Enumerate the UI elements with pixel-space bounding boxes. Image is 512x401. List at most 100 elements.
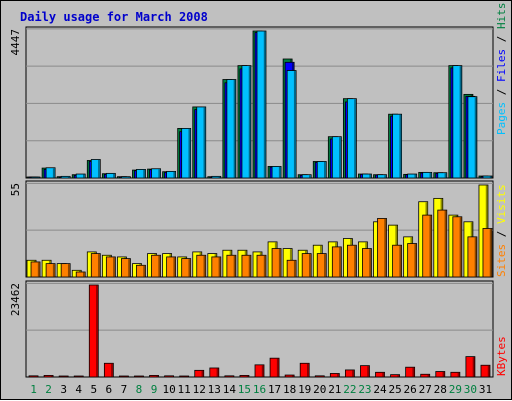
bar-pages-day-5 xyxy=(91,159,100,178)
bar-kbytes-day-16 xyxy=(255,365,264,377)
day-label-5: 5 xyxy=(90,383,97,396)
bar-kbytes-day-8 xyxy=(134,376,143,377)
bar-sites-day-24 xyxy=(378,218,387,277)
bar-kbytes-day-13 xyxy=(210,368,219,377)
bar-kbytes-day-31 xyxy=(481,365,490,377)
bar-pages-day-20 xyxy=(317,161,326,178)
chart-panels: 4447 55 23462 xyxy=(9,27,493,377)
day-label-3: 3 xyxy=(60,383,67,396)
legend-visitors: Sites / Visits xyxy=(495,184,508,277)
bar-kbytes-day-18 xyxy=(285,375,294,377)
bar-pages-day-21 xyxy=(332,137,341,178)
legend-separator: / xyxy=(495,82,508,102)
day-label-29: 29 xyxy=(449,383,462,396)
bar-sites-day-19 xyxy=(302,254,311,277)
bar-pages-day-27 xyxy=(423,172,432,178)
day-label-28: 28 xyxy=(434,383,447,396)
panel-usage: 4447 xyxy=(9,27,493,178)
bar-sites-day-25 xyxy=(393,245,402,277)
bar-sites-day-29 xyxy=(453,217,462,277)
day-label-10: 10 xyxy=(162,383,175,396)
bar-pages-day-10 xyxy=(167,171,176,178)
bar-kbytes-day-22 xyxy=(345,370,354,377)
day-label-1: 1 xyxy=(30,383,37,396)
day-label-27: 27 xyxy=(419,383,432,396)
bar-kbytes-day-30 xyxy=(466,357,475,377)
legend-volume: KBytes xyxy=(495,336,508,376)
day-label-16: 16 xyxy=(253,383,266,396)
bar-pages-day-6 xyxy=(106,173,115,178)
bar-sites-day-13 xyxy=(212,257,221,277)
chart-legends: Pages / Files / Hits Sites / Visits KBytes xyxy=(495,3,508,377)
bar-pages-day-8 xyxy=(136,169,145,178)
bar-kbytes-day-1 xyxy=(29,376,38,377)
bar-kbytes-day-14 xyxy=(225,376,234,377)
bar-sites-day-26 xyxy=(408,244,417,277)
bar-pages-day-7 xyxy=(121,177,130,178)
bar-pages-day-16 xyxy=(257,31,266,178)
bar-kbytes-day-4 xyxy=(74,376,83,377)
bar-pages-day-13 xyxy=(212,176,221,178)
bar-sites-day-4 xyxy=(76,272,85,277)
day-label-15: 15 xyxy=(238,383,251,396)
bar-kbytes-day-7 xyxy=(119,376,128,377)
bar-sites-day-5 xyxy=(91,254,100,277)
bar-pages-day-3 xyxy=(61,176,70,178)
bar-pages-day-23 xyxy=(362,174,371,178)
day-label-11: 11 xyxy=(178,383,191,396)
bar-kbytes-day-24 xyxy=(376,372,385,377)
day-label-26: 26 xyxy=(404,383,417,396)
bar-pages-day-12 xyxy=(197,107,206,178)
bar-sites-day-1 xyxy=(31,262,40,277)
legend-separator: / xyxy=(495,29,508,49)
panel-volume-ymax-label: 23462 xyxy=(9,283,22,316)
bar-pages-day-19 xyxy=(302,175,311,178)
day-label-6: 6 xyxy=(106,383,113,396)
day-label-24: 24 xyxy=(373,383,387,396)
bar-pages-day-2 xyxy=(46,168,55,178)
bar-sites-day-8 xyxy=(136,265,145,277)
bar-kbytes-day-17 xyxy=(270,358,279,377)
day-label-19: 19 xyxy=(298,383,311,396)
bar-sites-day-30 xyxy=(468,237,477,277)
legend-separator: / xyxy=(495,224,508,244)
bar-pages-day-4 xyxy=(76,174,85,178)
chart-title: Daily usage for March 2008 xyxy=(20,10,208,24)
panel-visitors-ymax-label: 55 xyxy=(9,183,22,196)
bar-sites-day-15 xyxy=(242,255,251,277)
bar-kbytes-day-9 xyxy=(150,375,159,377)
bar-kbytes-day-6 xyxy=(104,363,113,377)
bar-sites-day-9 xyxy=(152,255,161,277)
bar-pages-day-15 xyxy=(242,66,251,178)
bar-kbytes-day-20 xyxy=(315,376,324,377)
panel-visitors: 55 xyxy=(9,181,493,277)
legend-kbytes: KBytes xyxy=(495,336,508,376)
day-label-9: 9 xyxy=(151,383,158,396)
day-label-31: 31 xyxy=(479,383,492,396)
bar-sites-day-6 xyxy=(106,257,115,277)
bar-pages-day-31 xyxy=(483,176,492,178)
bar-pages-day-30 xyxy=(468,97,477,178)
bar-kbytes-day-3 xyxy=(59,376,68,377)
bar-sites-day-16 xyxy=(257,255,266,277)
bar-sites-day-28 xyxy=(438,210,447,277)
bar-sites-day-22 xyxy=(347,245,356,277)
bar-kbytes-day-23 xyxy=(360,366,369,377)
legend-hits: Hits xyxy=(495,3,508,30)
legend-usage: Pages / Files / Hits xyxy=(495,3,508,136)
bar-sites-day-10 xyxy=(167,257,176,277)
bar-pages-day-24 xyxy=(378,175,387,178)
day-label-8: 8 xyxy=(136,383,143,396)
day-label-22: 22 xyxy=(343,383,356,396)
legend-files: Files xyxy=(495,49,508,82)
bar-kbytes-day-19 xyxy=(300,363,309,377)
bar-kbytes-day-28 xyxy=(436,372,445,377)
day-label-18: 18 xyxy=(283,383,296,396)
panel-usage-ymax-label: 4447 xyxy=(9,29,22,56)
bar-pages-day-9 xyxy=(152,169,161,178)
day-label-4: 4 xyxy=(75,383,82,396)
bar-kbytes-day-21 xyxy=(330,373,339,377)
bar-sites-day-14 xyxy=(227,255,236,277)
